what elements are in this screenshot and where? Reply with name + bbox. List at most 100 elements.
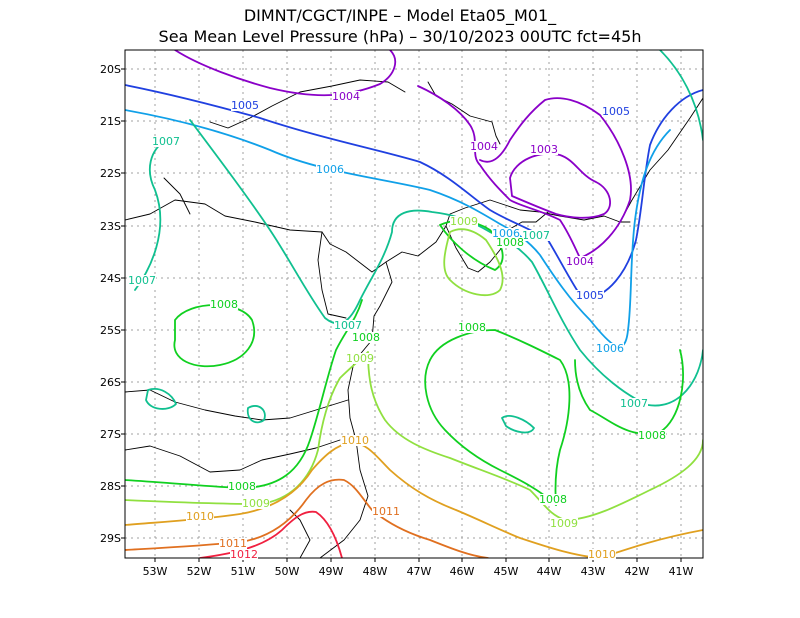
contour-label: 1007 — [522, 229, 550, 242]
contour-label-background — [334, 320, 362, 331]
contour-label: 1005 — [602, 105, 630, 118]
contour-label-background — [620, 398, 648, 409]
map-title-line1: DIMNT/CGCT/INPE – Model Eta05_M01_ — [243, 6, 557, 25]
contour-label: 1008 — [352, 331, 380, 344]
longitude-axis: 53W 52W 51W 50W 49W 48W 47W 46W 45W 44W 43W 42W 41W — [143, 558, 694, 578]
contour-label: 1007 — [128, 274, 156, 287]
contour-label: 1004 — [332, 90, 360, 103]
contour-label: 1005 — [576, 289, 604, 302]
isobar-1009 — [125, 228, 703, 521]
contour-label-background — [458, 322, 486, 333]
contour-label-background — [332, 91, 360, 102]
contour-label-background — [210, 299, 238, 310]
contour-label-background — [496, 237, 524, 248]
longitude-tick-label: 45W — [494, 565, 519, 578]
isobar-1006 — [125, 109, 671, 348]
contour-label-background — [550, 518, 578, 529]
contour-label: 1008 — [638, 429, 666, 442]
latitude-tick-label: 29S — [100, 532, 121, 545]
isobar-1010 — [125, 441, 703, 558]
latitude-tick-label: 22S — [100, 167, 121, 180]
grid-lines — [125, 50, 703, 558]
longitude-tick-label: 42W — [625, 565, 650, 578]
longitude-tick-label: 48W — [363, 565, 388, 578]
contour-label-background — [602, 106, 630, 117]
longitude-tick-label: 41W — [669, 565, 694, 578]
contour-label-background — [539, 494, 567, 505]
contour-label: 1005 — [231, 99, 259, 112]
contour-label-background — [638, 430, 666, 441]
contour-label: 1009 — [346, 352, 374, 365]
latitude-tick-label: 25S — [100, 324, 121, 337]
longitude-tick-label: 51W — [231, 565, 256, 578]
longitude-tick-label: 44W — [537, 565, 562, 578]
isobar-1008 — [125, 219, 684, 506]
latitude-axis: 20S 21S 22S 23S 24S 25S 26S 27S 28S 29S — [100, 63, 125, 545]
contour-label: 1008 — [210, 298, 238, 311]
contour-label-background — [242, 498, 270, 509]
contour-label-background — [231, 100, 259, 111]
contour-label: 1008 — [458, 321, 486, 334]
contour-label: 1012 — [230, 548, 258, 561]
contour-label-background — [596, 343, 624, 354]
contour-label: 1010 — [186, 510, 214, 523]
contour-label: 1006 — [596, 342, 624, 355]
contour-label: 1006 — [492, 227, 520, 240]
longitude-tick-label: 52W — [187, 565, 212, 578]
latitude-tick-label: 24S — [100, 272, 121, 285]
contour-label: 1009 — [242, 497, 270, 510]
isobar-1003 — [509, 152, 611, 219]
latitude-tick-label: 23S — [100, 220, 121, 233]
contour-label-background — [316, 164, 344, 175]
latitude-tick-label: 26S — [100, 376, 121, 389]
contour-label-background — [450, 216, 478, 227]
contour-label-background — [186, 511, 214, 522]
contour-label-background — [566, 256, 594, 267]
contour-label: 1010 — [341, 434, 369, 447]
contour-label: 1007 — [620, 397, 648, 410]
longitude-tick-label: 53W — [143, 565, 168, 578]
contour-label-background — [352, 332, 380, 343]
latitude-tick-label: 21S — [100, 115, 121, 128]
contour-label-background — [372, 506, 400, 517]
longitude-tick-label: 50W — [275, 565, 300, 578]
contour-label-background — [219, 538, 247, 549]
contour-label: 1008 — [496, 236, 524, 249]
map-title-line2: Sea Mean Level Pressure (hPa) – 30/10/20… — [158, 27, 642, 46]
contour-label-background — [230, 549, 258, 560]
contour-label: 1011 — [219, 537, 247, 550]
longitude-tick-label: 46W — [450, 565, 475, 578]
contour-label-background — [522, 230, 550, 241]
longitude-tick-label: 49W — [319, 565, 344, 578]
isobar-1012 — [199, 510, 343, 558]
isobar-1007 — [134, 50, 703, 434]
latitude-tick-label: 20S — [100, 63, 121, 76]
contour-label: 1004 — [470, 140, 498, 153]
contour-label: 1007 — [334, 319, 362, 332]
contour-label-background — [346, 353, 374, 364]
contour-label-background — [470, 141, 498, 152]
contour-label-background — [530, 144, 558, 155]
contour-label-background — [341, 435, 369, 446]
latitude-tick-label: 28S — [100, 480, 121, 493]
contour-label-background — [228, 481, 256, 492]
map-frame — [124, 49, 704, 559]
contour-label: 1009 — [550, 517, 578, 530]
contour-label: 1009 — [450, 215, 478, 228]
contour-label: 1008 — [228, 480, 256, 493]
contour-label: 1011 — [372, 505, 400, 518]
contour-label: 1007 — [152, 135, 180, 148]
contour-label: 1003 — [530, 143, 558, 156]
contour-label-background — [492, 228, 520, 239]
longitude-tick-label: 43W — [581, 565, 606, 578]
longitude-tick-label: 47W — [407, 565, 432, 578]
contour-label: 1006 — [316, 163, 344, 176]
contour-label-background — [128, 275, 156, 286]
contour-label: 1008 — [539, 493, 567, 506]
contour-label: 1004 — [566, 255, 594, 268]
contour-label-background — [576, 290, 604, 301]
latitude-tick-label: 27S — [100, 428, 121, 441]
contour-label-background — [152, 136, 180, 147]
